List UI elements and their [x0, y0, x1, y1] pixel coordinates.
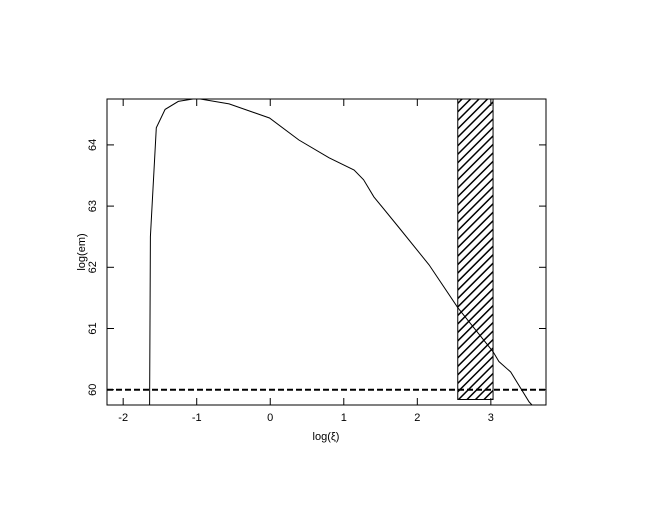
x-tick-label: 0	[267, 412, 273, 424]
y-tick-label: 60	[87, 384, 99, 396]
plot-area	[107, 99, 546, 405]
y-tick-label: 63	[87, 200, 99, 212]
data-line	[149, 99, 533, 405]
y-axis-label: log(em)	[76, 233, 88, 270]
y-tick-label: 64	[87, 139, 99, 151]
x-tick-label: 1	[341, 412, 347, 424]
y-tick-label: 61	[87, 322, 99, 334]
x-tick-label: -1	[192, 412, 202, 424]
y-tick-label: 62	[87, 261, 99, 273]
x-tick-label: -2	[118, 412, 128, 424]
x-tick-label: 2	[414, 412, 420, 424]
hatched-band	[457, 99, 494, 400]
plot-frame	[106, 98, 547, 406]
x-axis-label: log(ξ)	[313, 431, 340, 443]
x-tick-label: 3	[488, 412, 494, 424]
